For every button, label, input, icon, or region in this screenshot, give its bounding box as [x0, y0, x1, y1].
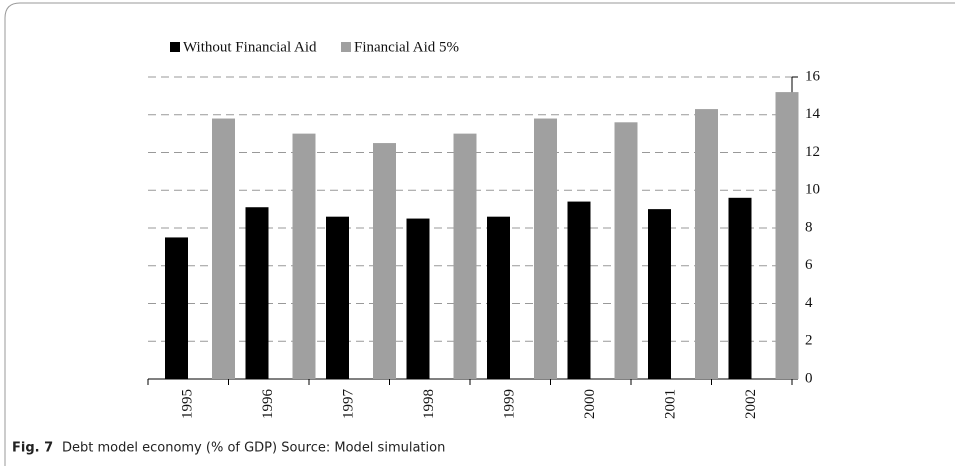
bar	[165, 237, 188, 379]
x-tick-label: 1999	[502, 389, 518, 419]
bar	[487, 216, 510, 379]
y-tick-label: 12	[805, 144, 820, 160]
y-tick-label: 14	[805, 106, 821, 122]
bar	[534, 118, 557, 380]
x-tick-label: 2000	[582, 389, 598, 419]
bar	[695, 109, 718, 380]
bar	[373, 143, 396, 379]
y-tick-label: 16	[805, 68, 821, 84]
bar	[212, 118, 235, 380]
y-tick-label: 8	[805, 219, 813, 235]
bar	[245, 207, 269, 379]
bar	[648, 209, 671, 379]
caption-label: Fig. 7	[12, 441, 53, 456]
legend-swatch	[341, 42, 351, 52]
y-tick-label: 0	[805, 370, 813, 386]
bar	[567, 201, 591, 379]
bar	[326, 216, 349, 379]
y-tick-label: 2	[805, 333, 813, 349]
caption: Debt model economy (% of GDP) Source: Mo…	[62, 441, 445, 456]
bar	[728, 197, 752, 379]
legend-label: Financial Aid 5%	[354, 39, 459, 55]
x-tick-label: 1996	[260, 389, 276, 420]
y-tick-label: 10	[805, 182, 820, 198]
x-tick-label: 1995	[180, 389, 196, 419]
x-tick-label: 1998	[421, 389, 437, 419]
x-tick-label: 2002	[743, 389, 759, 419]
legend-swatch	[170, 42, 180, 52]
bar	[406, 218, 430, 379]
x-tick-label: 2001	[663, 389, 679, 419]
bar	[292, 133, 316, 379]
y-tick-label: 6	[805, 257, 813, 273]
x-tick-label: 1997	[341, 389, 357, 420]
frame	[4, 2, 955, 466]
bar	[614, 122, 638, 380]
y-tick-label: 4	[805, 295, 813, 311]
bar	[775, 92, 799, 379]
bar	[453, 133, 477, 379]
legend-label: Without Financial Aid	[183, 39, 317, 55]
